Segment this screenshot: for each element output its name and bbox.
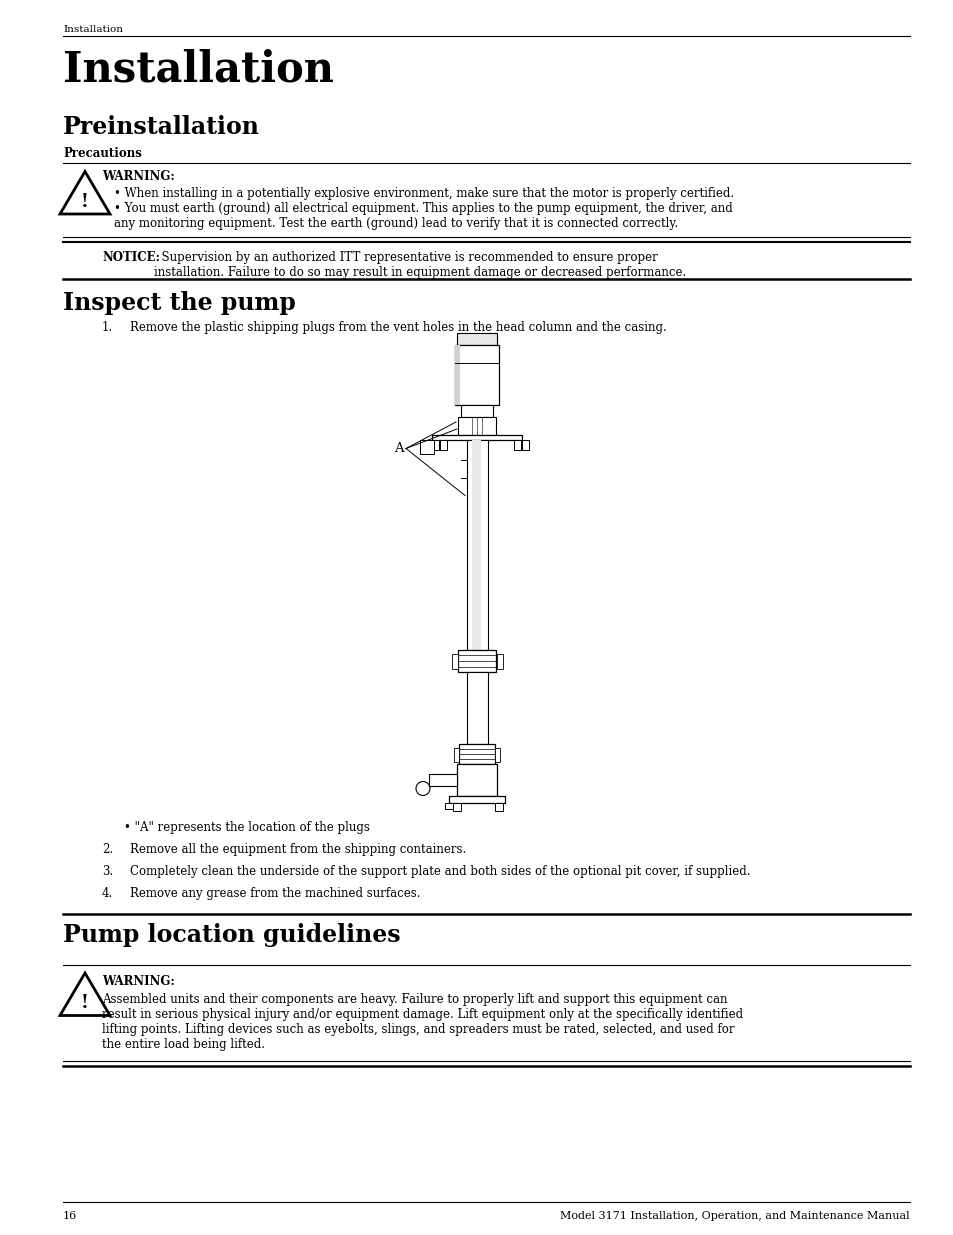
Text: Precautions: Precautions — [63, 147, 142, 161]
Bar — [495, 804, 502, 811]
Text: Remove all the equipment from the shipping containers.: Remove all the equipment from the shippi… — [130, 844, 466, 857]
Text: !: ! — [81, 994, 89, 1013]
Bar — [472, 441, 481, 651]
Text: A: A — [394, 442, 403, 454]
Bar — [452, 655, 457, 669]
Bar — [449, 797, 504, 804]
Text: 2.: 2. — [102, 844, 113, 857]
Text: Installation: Installation — [63, 25, 123, 35]
Bar — [455, 345, 498, 405]
Text: Remove any grease from the machined surfaces.: Remove any grease from the machined surf… — [130, 888, 420, 900]
Bar — [454, 748, 458, 762]
Text: Supervision by an authorized ITT representative is recommended to ensure proper
: Supervision by an authorized ITT represe… — [153, 251, 685, 279]
Bar — [460, 405, 493, 417]
Text: Preinstallation: Preinstallation — [63, 115, 259, 140]
Bar — [432, 435, 521, 441]
Text: Inspect the pump: Inspect the pump — [63, 291, 295, 315]
Bar — [457, 417, 496, 435]
Text: Completely clean the underside of the support plate and both sides of the option: Completely clean the underside of the su… — [130, 866, 750, 878]
Bar — [457, 651, 496, 673]
Bar — [495, 748, 499, 762]
Bar — [456, 333, 497, 345]
Text: Installation: Installation — [63, 48, 334, 90]
Bar — [514, 441, 520, 451]
Text: • You must earth (ground) all electrical equipment. This applies to the pump equ: • You must earth (ground) all electrical… — [113, 203, 732, 230]
Text: Assembled units and their components are heavy. Failure to properly lift and sup: Assembled units and their components are… — [102, 993, 742, 1051]
Text: 16: 16 — [63, 1212, 77, 1221]
Bar — [497, 655, 502, 669]
Bar — [466, 673, 487, 745]
Bar — [439, 441, 447, 451]
Text: • When installing in a potentially explosive environment, make sure that the mot: • When installing in a potentially explo… — [113, 186, 734, 200]
Bar — [456, 764, 497, 797]
Text: WARNING:: WARNING: — [102, 976, 174, 988]
Bar — [444, 804, 453, 809]
Text: • "A" represents the location of the plugs: • "A" represents the location of the plu… — [124, 821, 370, 835]
Text: Model 3171 Installation, Operation, and Maintenance Manual: Model 3171 Installation, Operation, and … — [559, 1212, 909, 1221]
Text: !: ! — [81, 193, 89, 211]
Text: NOTICE:: NOTICE: — [102, 251, 160, 264]
Text: Remove the plastic shipping plugs from the vent holes in the head column and the: Remove the plastic shipping plugs from t… — [130, 321, 666, 333]
Text: 4.: 4. — [102, 888, 113, 900]
Text: WARNING:: WARNING: — [102, 170, 174, 183]
Bar — [429, 774, 456, 787]
Bar — [455, 345, 459, 405]
Text: 3.: 3. — [102, 866, 113, 878]
Text: Pump location guidelines: Pump location guidelines — [63, 924, 400, 947]
Bar — [521, 441, 529, 451]
Text: 1.: 1. — [102, 321, 113, 333]
Bar — [453, 804, 460, 811]
Bar — [419, 441, 434, 454]
Bar — [432, 441, 438, 451]
Bar — [466, 441, 487, 651]
Bar — [458, 745, 495, 764]
